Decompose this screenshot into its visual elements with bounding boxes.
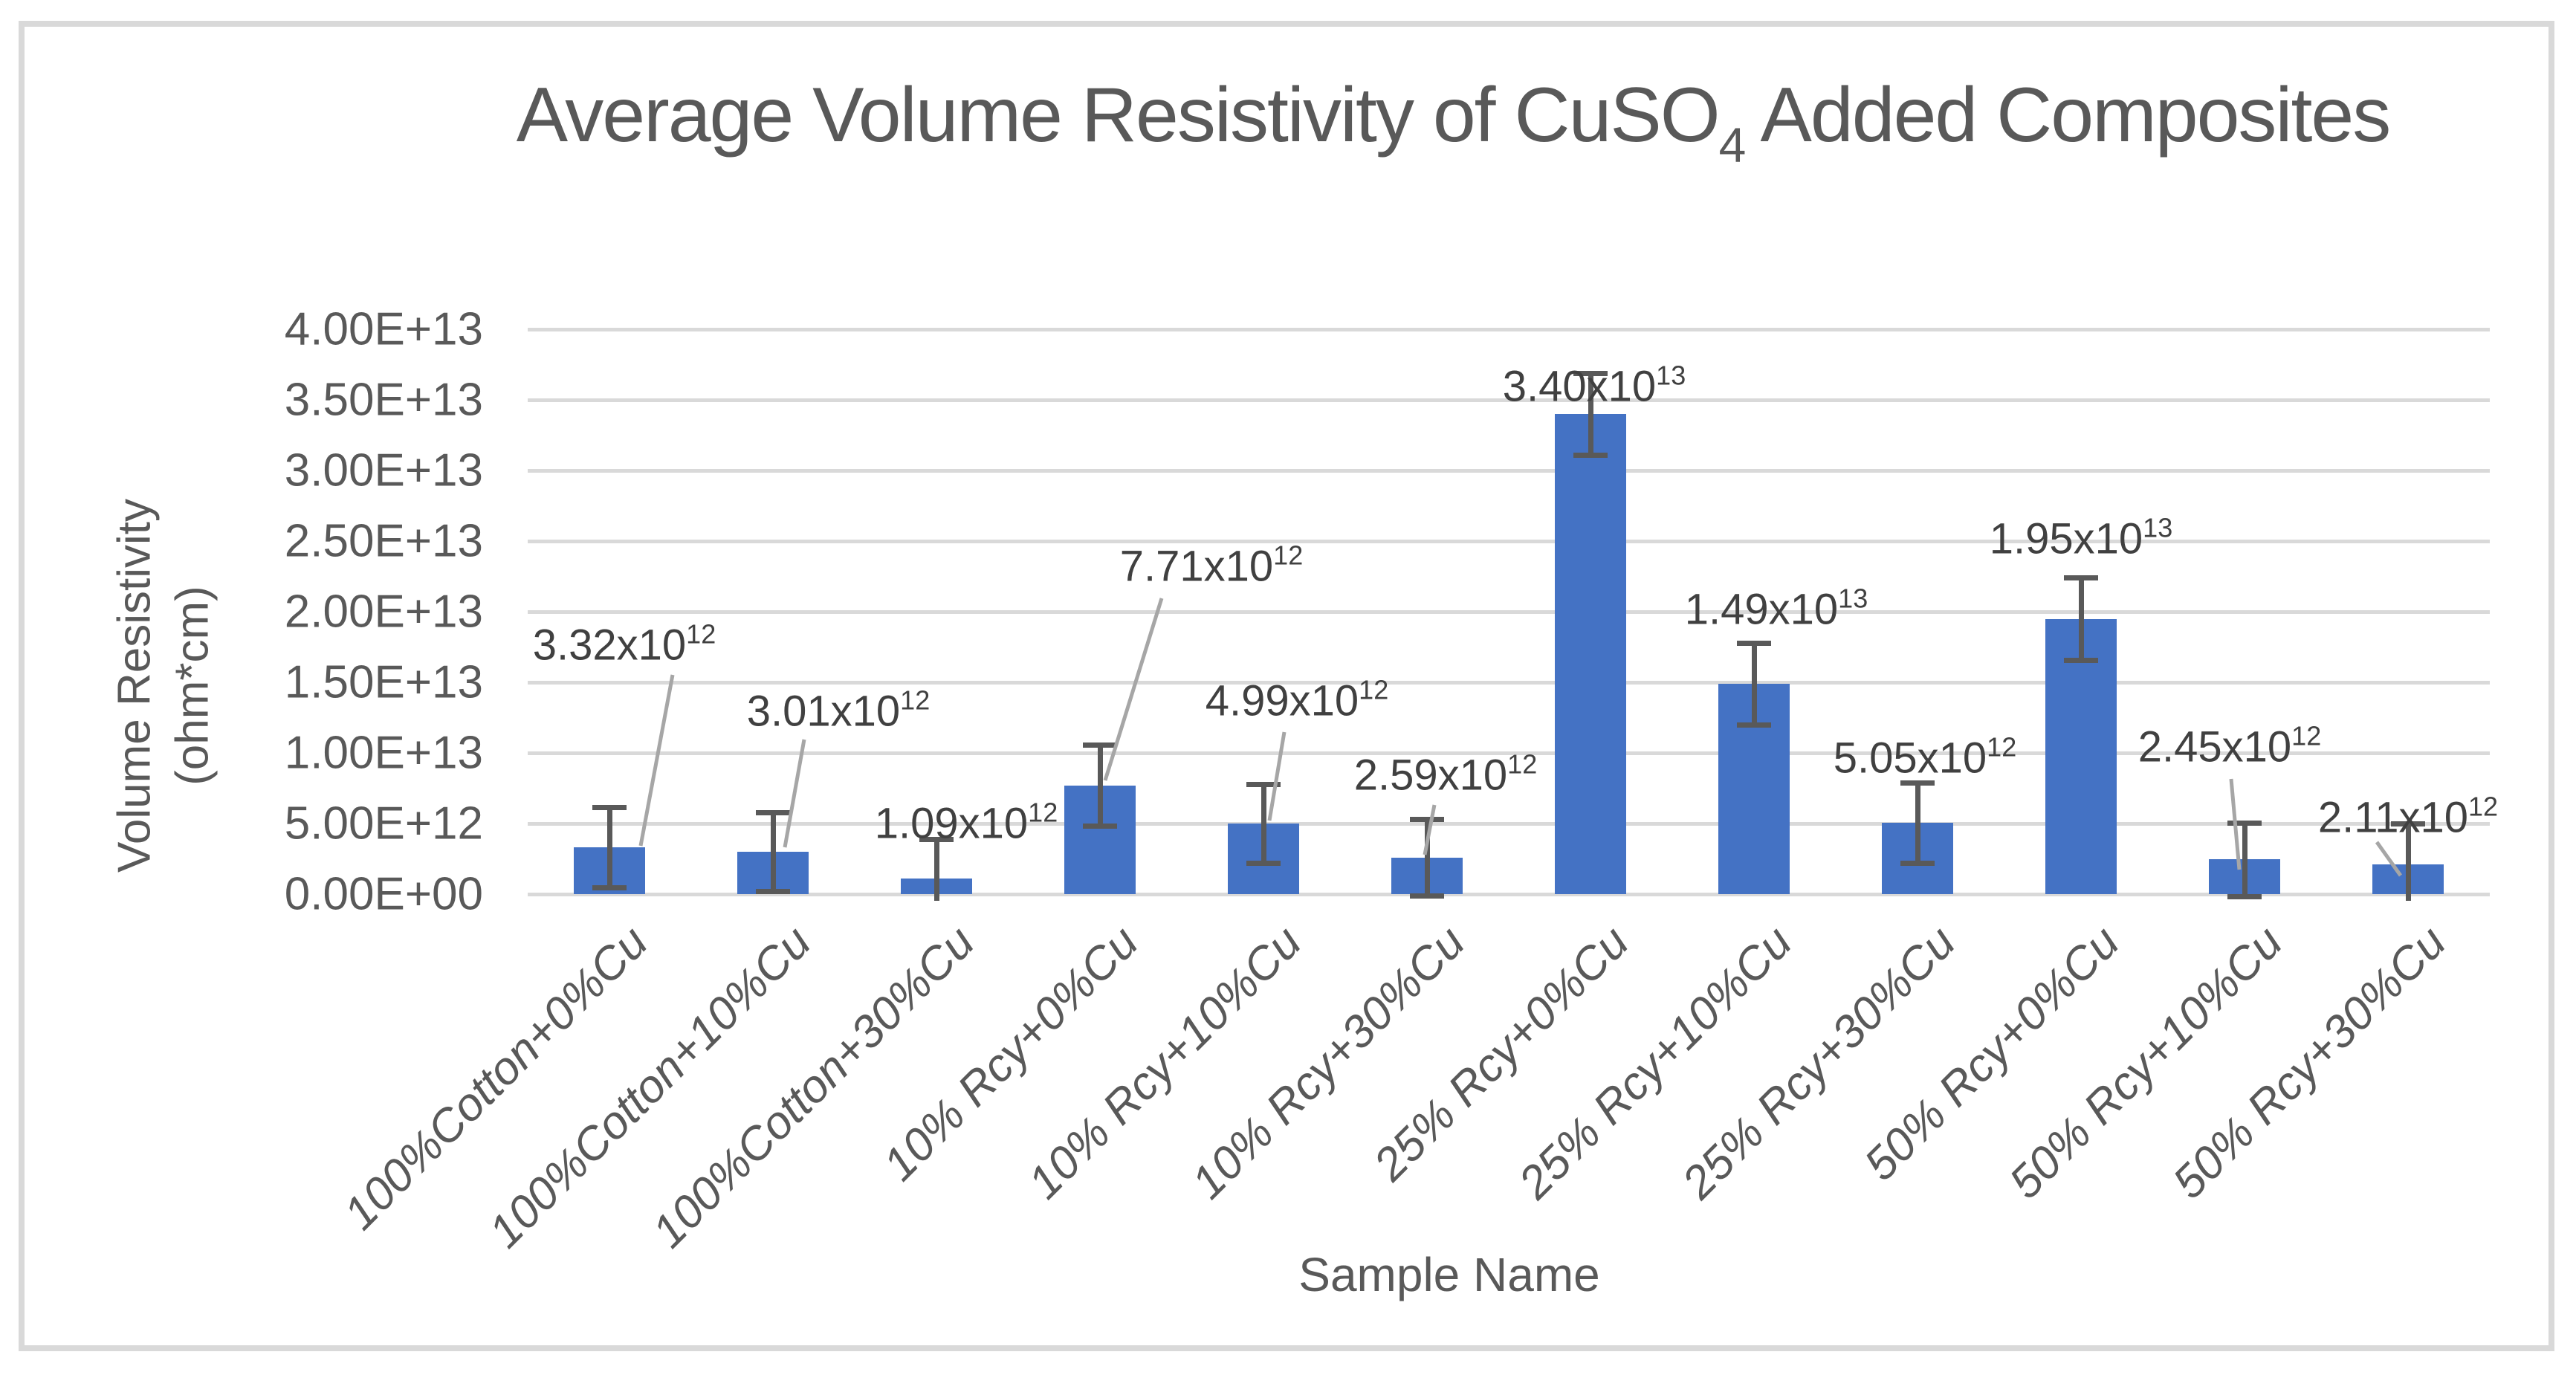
data-label-base: 4.99x10 bbox=[1205, 676, 1359, 725]
gridline bbox=[528, 822, 2490, 826]
error-bar-cap-top bbox=[1083, 742, 1117, 748]
gridline bbox=[528, 893, 2490, 896]
y-tick-label: 2.00E+13 bbox=[284, 586, 483, 638]
error-bar-line bbox=[2079, 578, 2084, 660]
error-bar-line bbox=[1261, 783, 1266, 864]
chart-title: Average Volume Resistivity of CuSO4 Adde… bbox=[372, 71, 2534, 172]
error-bar-line bbox=[2242, 823, 2247, 896]
error-bar-line bbox=[2406, 823, 2411, 901]
bar bbox=[2045, 618, 2117, 894]
data-label-base: 1.95x10 bbox=[1989, 514, 2143, 563]
error-bar-cap-bottom bbox=[2227, 893, 2262, 899]
gridline bbox=[528, 610, 2490, 614]
y-tick-label: 0.00E+00 bbox=[284, 868, 483, 920]
data-label-exponent: 12 bbox=[2468, 791, 2499, 822]
data-label: 3.40x1013 bbox=[1401, 360, 1787, 412]
data-label-exponent: 12 bbox=[900, 685, 931, 716]
data-label-exponent: 12 bbox=[1028, 797, 1058, 828]
error-bar-line bbox=[934, 839, 939, 901]
chart-title-subscript: 4 bbox=[1718, 117, 1747, 172]
data-label-base: 1.09x10 bbox=[874, 799, 1029, 848]
error-bar-cap-bottom bbox=[592, 885, 627, 891]
error-bar-cap-top bbox=[1410, 817, 1444, 823]
gridline bbox=[528, 540, 2490, 543]
error-bar-cap-top bbox=[1246, 781, 1281, 787]
data-label: 1.49x1013 bbox=[1583, 583, 1970, 635]
gridline bbox=[528, 751, 2490, 755]
chart-border bbox=[19, 21, 2554, 1351]
error-bar-line bbox=[1098, 745, 1103, 826]
y-tick-label: 3.50E+13 bbox=[284, 374, 483, 426]
data-label: 3.32x1012 bbox=[431, 618, 818, 670]
error-bar-cap-top bbox=[1737, 640, 1771, 646]
error-bar-cap-bottom bbox=[1083, 823, 1117, 829]
error-bar-line bbox=[771, 812, 776, 891]
y-tick-label: 3.00E+13 bbox=[284, 444, 483, 496]
chart-title-suffix: Added Composites bbox=[1744, 72, 2392, 158]
error-bar-cap-top bbox=[2064, 575, 2098, 581]
gridline bbox=[528, 398, 2490, 402]
error-bar-cap-bottom bbox=[1410, 893, 1444, 899]
data-label-base: 2.59x10 bbox=[1353, 751, 1508, 800]
data-label-base: 3.01x10 bbox=[746, 687, 901, 736]
data-label-exponent: 12 bbox=[2291, 720, 2322, 751]
gridline bbox=[528, 681, 2490, 685]
gridline bbox=[528, 328, 2490, 331]
error-bar-cap-top bbox=[756, 809, 790, 815]
data-label: 2.45x1012 bbox=[2036, 720, 2423, 772]
error-bar-cap-bottom bbox=[1246, 861, 1281, 867]
y-axis-title-line1: Volume Resistivity bbox=[109, 498, 161, 873]
data-label-base: 5.05x10 bbox=[1833, 734, 1987, 783]
data-label-exponent: 13 bbox=[2143, 512, 2173, 543]
error-bar-cap-bottom bbox=[1737, 722, 1771, 728]
error-bar-cap-top bbox=[1573, 370, 1608, 376]
data-label: 2.11x1012 bbox=[2215, 791, 2576, 843]
gridline bbox=[528, 469, 2490, 473]
data-label-exponent: 13 bbox=[1656, 360, 1686, 391]
y-tick-label: 1.50E+13 bbox=[284, 656, 483, 708]
chart-title-prefix: Average Volume Resistivity of CuSO bbox=[516, 72, 1721, 158]
y-tick-label: 1.00E+13 bbox=[284, 727, 483, 779]
error-bar-line bbox=[607, 806, 612, 888]
x-axis-title: Sample Name bbox=[1298, 1248, 1600, 1301]
data-label-base: 2.45x10 bbox=[2138, 722, 2292, 771]
data-label-exponent: 12 bbox=[1507, 748, 1538, 780]
error-bar-line bbox=[1752, 642, 1757, 725]
error-bar-cap-top bbox=[919, 837, 954, 843]
data-label-exponent: 12 bbox=[1987, 731, 2017, 763]
error-bar-line bbox=[1915, 782, 1920, 864]
error-bar-cap-bottom bbox=[2064, 657, 2098, 663]
y-tick-label: 4.00E+13 bbox=[284, 303, 483, 355]
bar bbox=[1555, 414, 1626, 894]
error-bar-line bbox=[1425, 819, 1430, 896]
error-bar-cap-top bbox=[1900, 780, 1935, 786]
data-label-exponent: 12 bbox=[1359, 674, 1389, 705]
error-bar-cap-top bbox=[592, 804, 627, 810]
data-label-exponent: 12 bbox=[686, 618, 716, 650]
data-label-base: 2.11x10 bbox=[2317, 793, 2469, 842]
data-label: 5.05x1012 bbox=[1732, 731, 2118, 783]
error-bar-line bbox=[1588, 372, 1593, 456]
data-label-base: 3.40x10 bbox=[1502, 362, 1657, 411]
y-tick-label: 2.50E+13 bbox=[284, 515, 483, 567]
error-bar-cap-top bbox=[2227, 821, 2262, 826]
error-bar-cap-bottom bbox=[1900, 861, 1935, 867]
data-label: 1.95x1013 bbox=[1888, 512, 2274, 564]
error-bar-cap-bottom bbox=[756, 889, 790, 894]
data-label-base: 1.49x10 bbox=[1684, 585, 1839, 634]
data-label-base: 3.32x10 bbox=[532, 621, 687, 670]
data-label: 4.99x1012 bbox=[1104, 674, 1490, 726]
data-label-exponent: 12 bbox=[1273, 540, 1304, 571]
data-label: 1.09x1012 bbox=[773, 797, 1159, 849]
data-label: 2.59x1012 bbox=[1252, 748, 1639, 800]
data-label: 3.01x1012 bbox=[645, 685, 1032, 737]
data-label-exponent: 13 bbox=[1838, 583, 1868, 614]
error-bar-cap-bottom bbox=[1573, 453, 1608, 459]
data-label: 7.71x1012 bbox=[1018, 540, 1405, 592]
data-label-base: 7.71x10 bbox=[1119, 542, 1274, 591]
error-bar-cap-top bbox=[2391, 821, 2425, 826]
y-tick-label: 5.00E+12 bbox=[284, 798, 483, 850]
